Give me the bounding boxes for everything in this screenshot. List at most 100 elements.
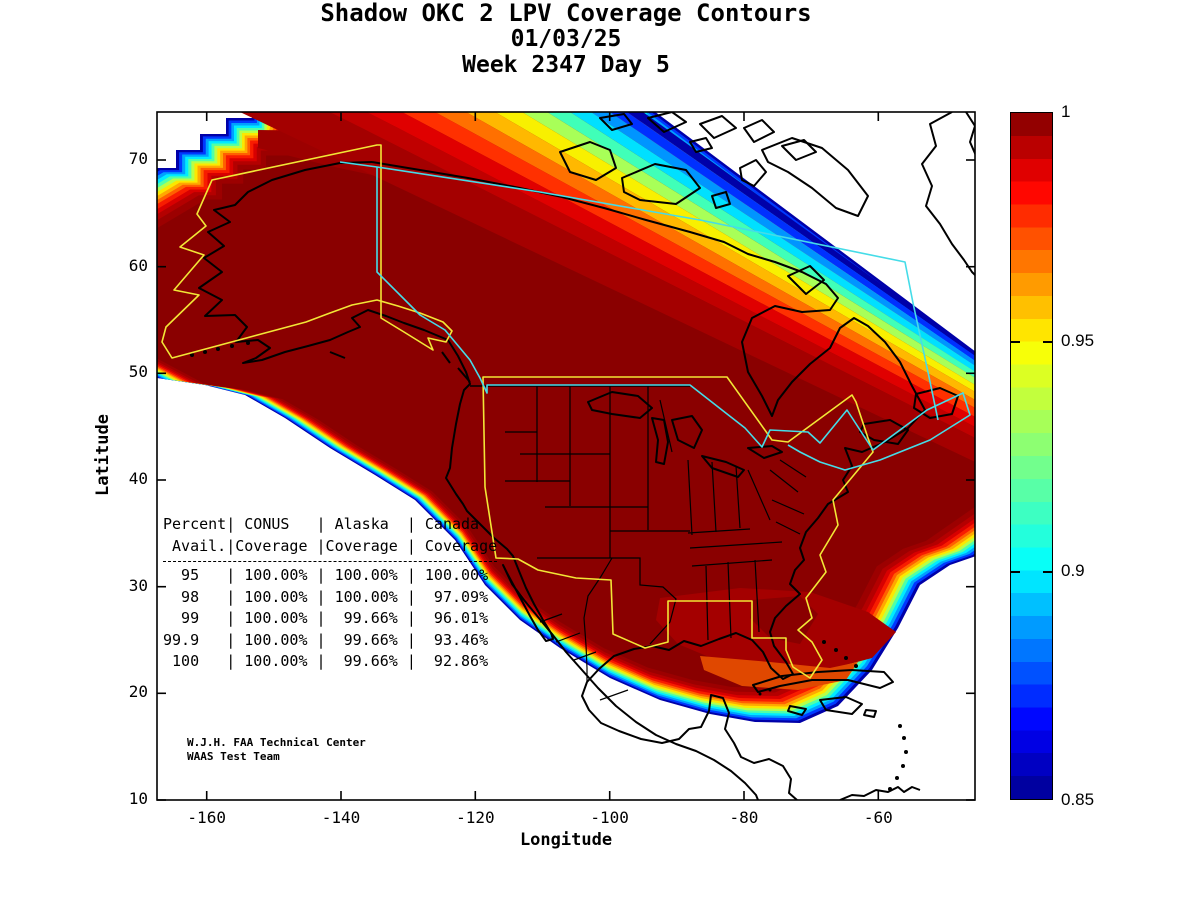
small-islands xyxy=(190,341,908,791)
antilles-dot xyxy=(901,764,905,768)
lake-ontario xyxy=(747,445,783,459)
island-cuba xyxy=(752,669,894,693)
x-axis-label: Longitude xyxy=(519,830,613,850)
island-newfoundland xyxy=(913,387,959,419)
aleutian-dot xyxy=(190,353,194,357)
conus-service-boundary xyxy=(482,376,874,679)
table-row: 95 | 100.00% | 100.00% | 100.00% xyxy=(163,566,489,584)
island-qei-1 xyxy=(599,113,633,131)
colorbar-tick-label: 0.9 xyxy=(1061,560,1085,580)
colorbar-tick-mark xyxy=(1011,570,1020,573)
cyan-boundary-west-east xyxy=(376,167,971,471)
table-row: 98 | 100.00% | 100.00% | 97.09% xyxy=(163,587,489,606)
island-victoria xyxy=(621,163,701,205)
bahamas-dot xyxy=(834,648,838,652)
y-tick-label: 40 xyxy=(128,469,148,488)
x-tick-label: -120 xyxy=(456,808,495,827)
colorbar xyxy=(1010,112,1053,800)
colorbar-tick-mark xyxy=(1043,341,1052,344)
lake-huron xyxy=(671,415,703,449)
y-tick-label: 30 xyxy=(128,575,148,595)
island-qei-3 xyxy=(699,115,737,139)
coastline-greenland xyxy=(921,112,975,277)
title-week-day: Week 2347 Day 5 xyxy=(462,52,670,78)
attribution: W.J.H. FAA Technical Center WAAS Test Te… xyxy=(187,736,366,764)
antilles-dot xyxy=(895,776,899,780)
antilles-dot xyxy=(904,750,908,754)
keys-dot xyxy=(758,692,762,696)
coastline-greenland-east xyxy=(965,112,975,156)
y-tick-label: 20 xyxy=(128,682,148,702)
cyan-boundary-arctic xyxy=(339,161,939,421)
attribution-line2: WAAS Test Team xyxy=(187,750,280,763)
aleutian-dot xyxy=(230,344,234,348)
x-tick-label: -160 xyxy=(187,808,226,827)
table-row: 100 | 100.00% | 99.66% | 92.86% xyxy=(163,652,489,670)
island-southampton xyxy=(787,265,825,295)
y-tick-label: 70 xyxy=(128,149,148,168)
colorbar-gradient xyxy=(1011,113,1052,799)
lake-erie xyxy=(701,455,745,478)
title-date: 01/03/25 xyxy=(510,26,622,52)
east-state-lines xyxy=(687,459,807,641)
coverage-table: Percent| CONUS | Alaska | Canada Avail.|… xyxy=(163,514,497,673)
bahamas-dot xyxy=(822,640,826,644)
island-puerto-rico xyxy=(863,709,877,718)
island-jamaica xyxy=(787,705,807,716)
secondary-boundaries-cyan xyxy=(339,161,971,471)
keys-dot xyxy=(768,688,772,692)
x-tick-label: -80 xyxy=(729,808,759,827)
aleutian-dot xyxy=(246,341,250,345)
table-divider xyxy=(163,561,497,562)
antilles-dot xyxy=(902,736,906,740)
aleutian-dot xyxy=(216,347,220,351)
state-borders xyxy=(470,385,807,701)
coastline-south-america xyxy=(839,786,921,800)
rio-grande xyxy=(583,557,613,682)
island-hispaniola xyxy=(819,696,863,715)
island-qei-4 xyxy=(743,119,775,143)
antilles-dot xyxy=(898,724,902,728)
y-tick-label: 50 xyxy=(128,362,148,382)
coastline-pacific xyxy=(445,339,759,800)
colorbar-tick-label: 1 xyxy=(1061,102,1071,121)
colorbar-tick-label: 0.85 xyxy=(1061,790,1095,809)
page-title: Shadow OKC 2 LPV Coverage Contours xyxy=(320,0,812,27)
y-tick-label: 10 xyxy=(128,789,148,808)
table-header-coverage: Avail.|Coverage |Coverage | Coverage xyxy=(163,536,498,555)
x-tick-label: -60 xyxy=(863,808,893,827)
bahamas-dot xyxy=(854,664,858,668)
aleutian-dot xyxy=(203,350,207,354)
island-haida xyxy=(441,351,451,364)
colorbar-tick-mark xyxy=(1011,341,1020,344)
x-tick-label: -100 xyxy=(590,808,629,827)
coastline-alaska xyxy=(198,161,449,364)
texas-border xyxy=(612,557,677,645)
lake-superior xyxy=(587,391,653,419)
alaska-service-boundary xyxy=(161,144,453,359)
contour-patch-gulf-bright xyxy=(700,656,858,690)
table-header-regions: Percent| CONUS | Alaska | Canada xyxy=(163,515,480,533)
x-tick-label: -140 xyxy=(321,808,361,827)
island-king-william xyxy=(711,191,731,209)
ne-gradient-stripe xyxy=(367,112,975,427)
arctic-islands xyxy=(559,112,869,295)
colorbar-tick-mark xyxy=(1043,570,1052,573)
island-kodiak xyxy=(329,351,346,359)
island-baffin xyxy=(761,137,869,217)
y-axis-label: Latitude xyxy=(93,414,113,496)
waas-service-boundaries-yellow xyxy=(161,144,874,679)
bahamas-dot xyxy=(844,656,848,660)
coastline-arctic-east xyxy=(371,161,926,800)
island-qei-5 xyxy=(689,137,713,153)
mexico-state-lines xyxy=(539,613,629,701)
island-devon xyxy=(781,139,817,161)
antilles-dot xyxy=(888,787,892,791)
great-lakes xyxy=(587,391,783,478)
ne-gradient-stripe xyxy=(240,112,975,462)
colorbar-tick-label: 0.95 xyxy=(1061,331,1095,351)
island-vancouver xyxy=(457,367,471,383)
island-banks xyxy=(559,141,617,181)
